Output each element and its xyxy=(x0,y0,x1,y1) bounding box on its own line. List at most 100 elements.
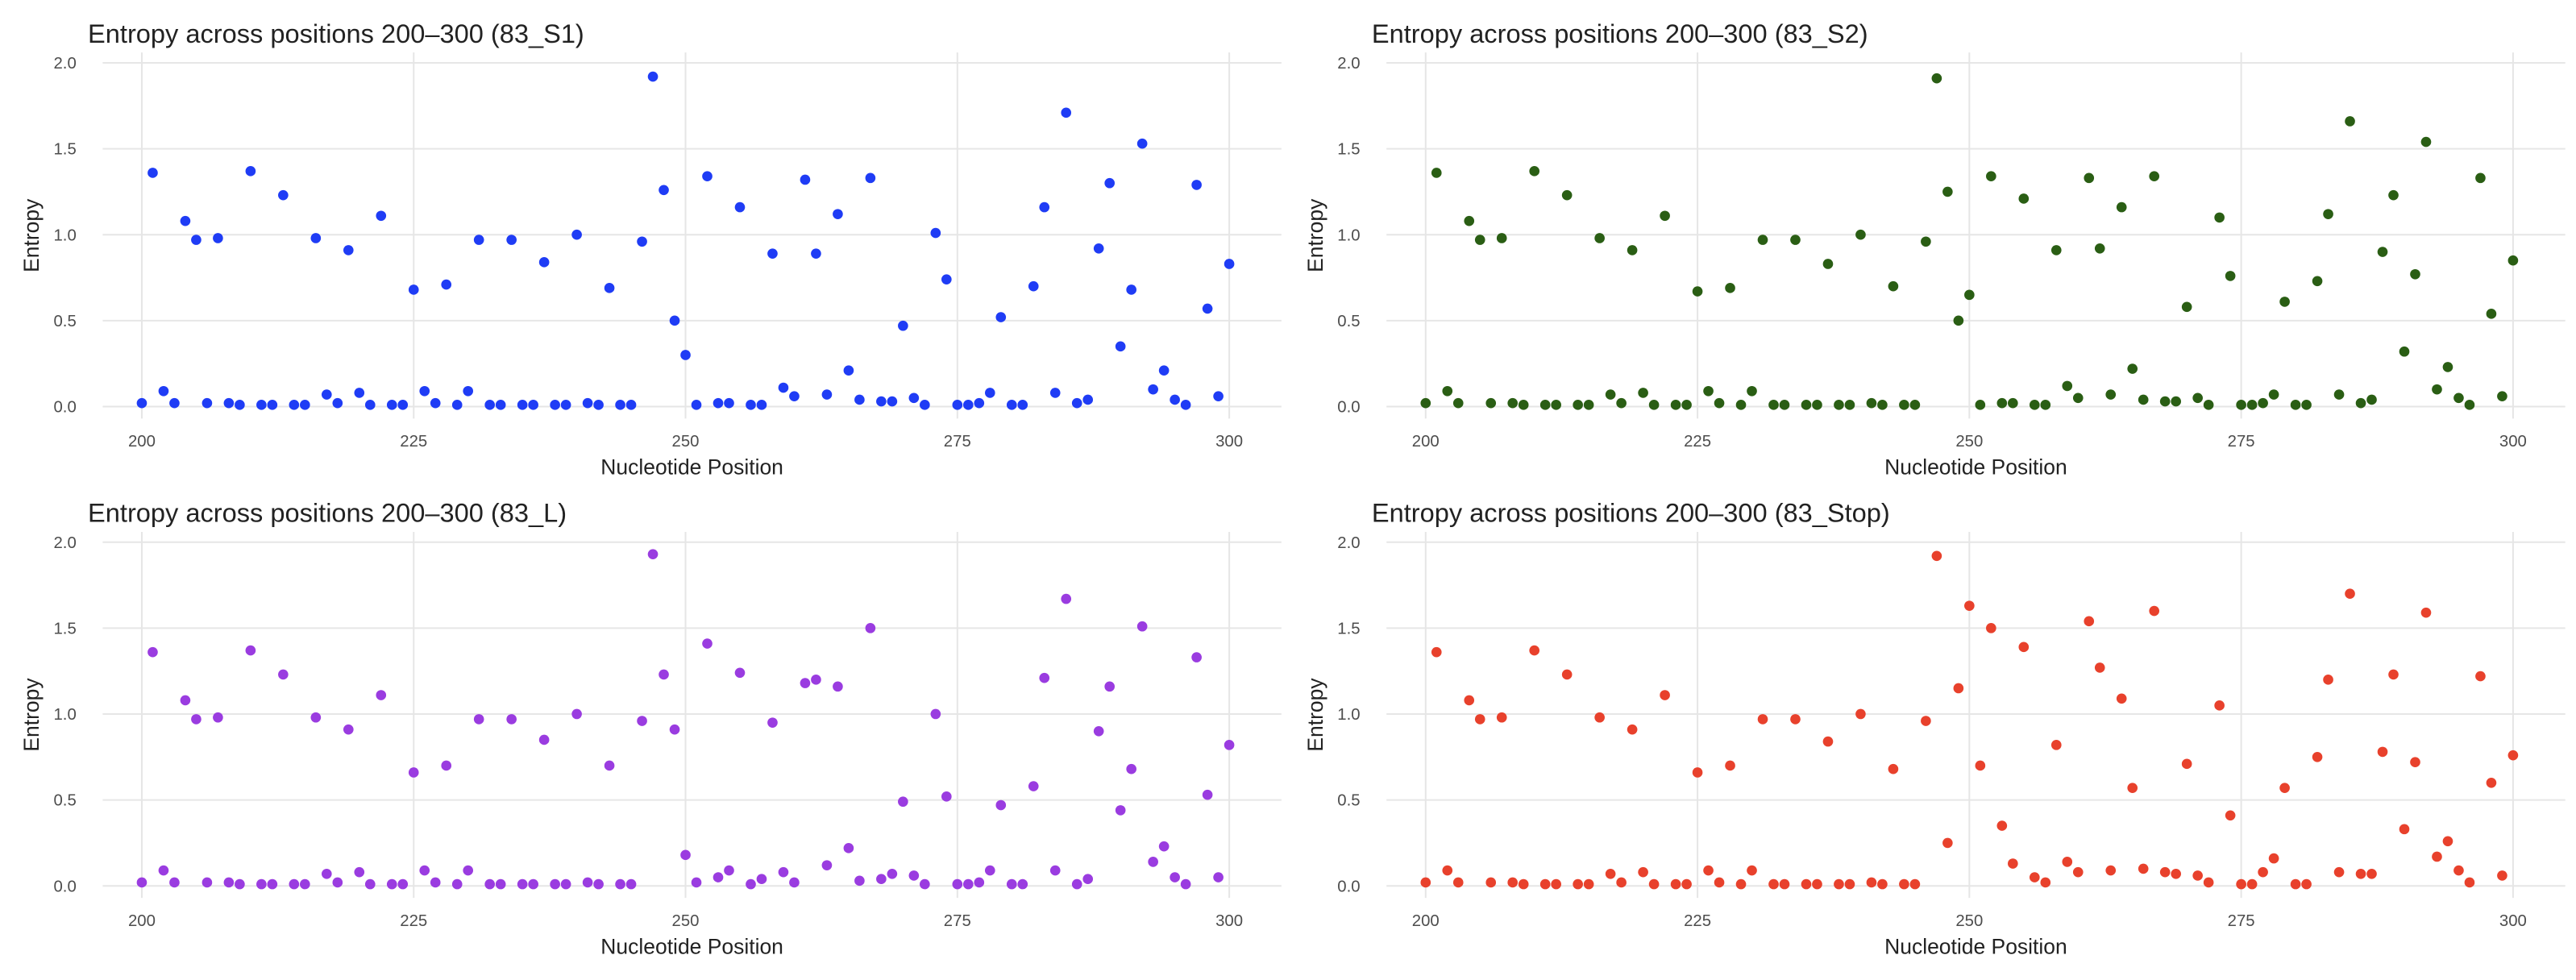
point xyxy=(1213,391,1224,401)
point xyxy=(2171,396,2181,407)
point xyxy=(386,400,397,410)
point xyxy=(1202,789,1213,800)
point xyxy=(756,400,767,410)
x-tick-label: 225 xyxy=(400,912,427,930)
point xyxy=(1224,259,1235,269)
point xyxy=(615,878,625,890)
point xyxy=(1735,878,1747,890)
point xyxy=(1071,397,1082,409)
point xyxy=(1496,233,1507,243)
point xyxy=(1660,210,1670,222)
point xyxy=(147,168,158,178)
point xyxy=(1899,878,1909,890)
point xyxy=(1431,646,1442,658)
point xyxy=(278,189,289,201)
point xyxy=(1757,714,1768,725)
point xyxy=(1953,315,1964,326)
point xyxy=(2453,392,2464,404)
point xyxy=(2464,877,2475,888)
point xyxy=(1834,400,1844,410)
point xyxy=(1061,107,1072,118)
point xyxy=(1725,283,1735,293)
point xyxy=(223,397,235,409)
point xyxy=(213,712,223,723)
point xyxy=(1790,235,1801,245)
point xyxy=(528,878,538,890)
point xyxy=(1812,878,1822,890)
point xyxy=(1822,259,1834,269)
point xyxy=(1573,878,1583,890)
point xyxy=(538,257,550,268)
point xyxy=(473,714,484,725)
point xyxy=(1855,708,1866,720)
point xyxy=(2464,400,2475,410)
point xyxy=(1681,878,1692,890)
point xyxy=(1779,878,1790,890)
point xyxy=(1148,384,1158,395)
point xyxy=(2290,878,2301,890)
point xyxy=(2072,392,2084,404)
point xyxy=(2399,824,2410,835)
x-axis-label: Nucleotide Position xyxy=(600,934,783,958)
point xyxy=(2159,396,2171,407)
point xyxy=(2029,400,2040,410)
point xyxy=(789,877,800,888)
panel: Entropy across positions 200–300 (83_S2)… xyxy=(1303,19,2566,480)
point xyxy=(310,712,322,723)
point xyxy=(746,878,756,890)
point xyxy=(2377,247,2388,257)
point xyxy=(1551,400,1561,410)
point xyxy=(1964,600,1975,611)
point xyxy=(430,877,441,888)
point xyxy=(908,392,920,404)
point xyxy=(1888,763,1899,774)
y-tick-label: 2.0 xyxy=(53,534,76,552)
y-tick-label: 2.0 xyxy=(53,55,76,73)
x-tick-label: 300 xyxy=(1215,433,1243,451)
point xyxy=(2420,136,2432,147)
point xyxy=(2181,758,2192,770)
point xyxy=(267,878,278,890)
point xyxy=(1126,763,1136,774)
point xyxy=(2420,607,2432,618)
point xyxy=(1170,872,1180,882)
point xyxy=(2486,777,2497,788)
point xyxy=(2442,836,2453,847)
point xyxy=(1703,385,1714,397)
y-axis-label: Entropy xyxy=(1303,678,1327,752)
x-tick-label: 225 xyxy=(1684,433,1711,451)
point xyxy=(517,878,528,890)
point xyxy=(2366,394,2377,405)
point xyxy=(984,388,995,398)
point xyxy=(451,878,463,890)
point xyxy=(2432,851,2442,862)
point xyxy=(191,235,202,245)
point xyxy=(2345,588,2355,600)
point xyxy=(538,734,550,745)
point xyxy=(2149,171,2160,182)
point xyxy=(1681,400,1692,410)
point xyxy=(1844,878,1855,890)
point xyxy=(1921,716,1931,726)
point xyxy=(1474,714,1485,725)
point xyxy=(441,279,452,290)
point xyxy=(930,227,941,239)
x-tick-label: 200 xyxy=(128,433,156,451)
point xyxy=(604,283,615,293)
y-tick-label: 1.5 xyxy=(1337,141,1360,159)
point xyxy=(691,400,702,410)
point xyxy=(1006,878,1017,890)
point xyxy=(1061,593,1072,604)
point xyxy=(1594,233,1605,243)
point xyxy=(310,233,322,243)
point xyxy=(2442,362,2453,372)
point xyxy=(2105,865,2117,876)
point xyxy=(322,389,332,400)
x-tick-label: 275 xyxy=(2228,912,2255,930)
point xyxy=(1866,877,1877,888)
point xyxy=(1834,878,1844,890)
point xyxy=(2225,271,2236,281)
x-tick-label: 250 xyxy=(672,912,700,930)
point xyxy=(1170,394,1180,405)
